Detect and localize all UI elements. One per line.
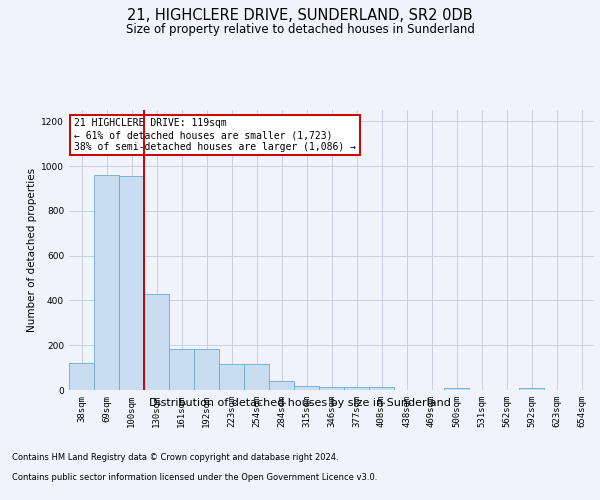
Bar [169,348,194,390]
Text: 21 HIGHCLERE DRIVE: 119sqm
← 61% of detached houses are smaller (1,723)
38% of s: 21 HIGHCLERE DRIVE: 119sqm ← 61% of deta… [74,118,356,152]
Bar [94,175,119,390]
Text: 21, HIGHCLERE DRIVE, SUNDERLAND, SR2 0DB: 21, HIGHCLERE DRIVE, SUNDERLAND, SR2 0DB [127,8,473,22]
Bar [194,348,219,390]
Bar [319,386,344,390]
Bar [519,388,544,390]
Text: Contains HM Land Registry data © Crown copyright and database right 2024.: Contains HM Land Registry data © Crown c… [12,454,338,462]
Bar [369,386,394,390]
Text: Contains public sector information licensed under the Open Government Licence v3: Contains public sector information licen… [12,474,377,482]
Bar [294,386,319,390]
Text: Distribution of detached houses by size in Sunderland: Distribution of detached houses by size … [149,398,451,407]
Y-axis label: Number of detached properties: Number of detached properties [27,168,37,332]
Bar [144,294,169,390]
Bar [219,364,244,390]
Bar [244,364,269,390]
Bar [69,363,94,390]
Bar [269,381,294,390]
Bar [344,386,369,390]
Text: Size of property relative to detached houses in Sunderland: Size of property relative to detached ho… [125,22,475,36]
Bar [119,176,144,390]
Bar [444,388,469,390]
